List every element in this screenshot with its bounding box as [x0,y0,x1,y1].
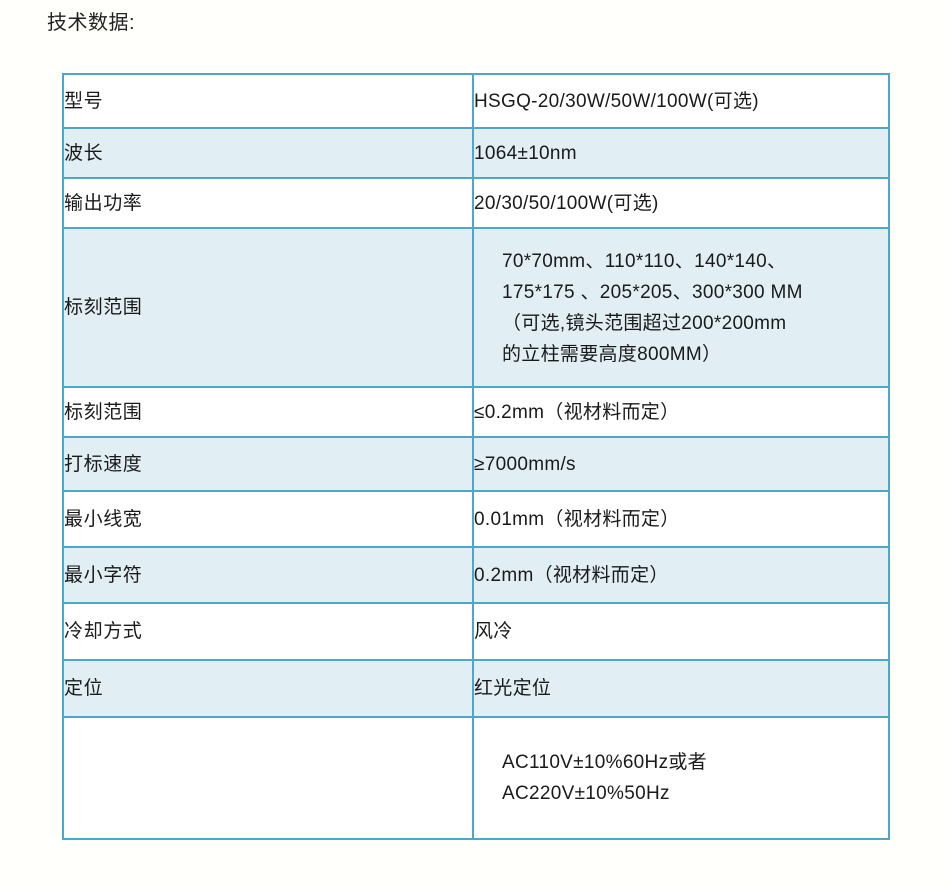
table-row: 标刻范围 ≤0.2mm（视材料而定） [62,386,890,438]
row-value-text: ≥7000mm/s [474,453,576,475]
page-title: 技术数据: [47,12,136,34]
row-label-cell: 最小线宽 [62,490,474,548]
table-row: 定位 红光定位 [62,659,890,718]
row-label-cell: 型号 [62,73,474,129]
row-label-cell: 定位 [62,659,474,718]
row-label-text: 波长 [64,142,104,164]
table-row: 波长 1064±10nm [62,127,890,179]
table-row: AC110V±10%60Hz或者 AC220V±10%50Hz [62,716,890,840]
row-label-text: 型号 [64,90,104,112]
row-label-text: 打标速度 [64,453,143,475]
table-row: 型号 HSGQ-20/30W/50W/100W(可选) [62,73,890,129]
row-value-text: 0.2mm（视材料而定） [474,564,669,586]
row-label-text: 输出功率 [64,192,143,214]
row-value-text: 红光定位 [474,678,552,699]
row-value-cell: 1064±10nm [472,127,890,179]
row-value-cell: 70*70mm、110*110、140*140、 175*175 、205*20… [472,227,890,388]
row-value-text: 20/30/50/100W(可选) [474,192,659,214]
table-row: 最小字符 0.2mm（视材料而定） [62,546,890,604]
table-row: 标刻范围 70*70mm、110*110、140*140、 175*175 、20… [62,227,890,388]
table-row: 最小线宽 0.01mm（视材料而定） [62,490,890,548]
row-value-cell: 风冷 [472,602,890,661]
table-row: 打标速度 ≥7000mm/s [62,436,890,492]
row-value-cell: 红光定位 [472,659,890,718]
row-label-cell: 波长 [62,127,474,179]
row-value-text: HSGQ-20/30W/50W/100W(可选) [474,90,759,112]
row-value-cell: ≤0.2mm（视材料而定） [472,386,890,438]
row-label-text: 标刻范围 [64,297,143,318]
technical-data-table: 型号 HSGQ-20/30W/50W/100W(可选) 波长 1064±10nm 输出功… [62,73,890,840]
row-value-cell: 0.01mm（视材料而定） [472,490,890,548]
row-value-text: 0.01mm（视材料而定） [474,508,680,530]
row-label-cell [62,716,474,840]
row-label-text: 标刻范围 [64,401,143,423]
row-label-text: 冷却方式 [64,621,143,642]
row-value-text: 1064±10nm [474,142,577,164]
spec-table-body: 型号 HSGQ-20/30W/50W/100W(可选) 波长 1064±10nm 输出功… [62,73,890,840]
row-label-text: 定位 [64,678,104,699]
row-value-cell: HSGQ-20/30W/50W/100W(可选) [472,73,890,129]
row-label-cell: 标刻范围 [62,386,474,438]
row-value-cell: 0.2mm（视材料而定） [472,546,890,604]
row-label-cell: 打标速度 [62,436,474,492]
row-label-cell: 最小字符 [62,546,474,604]
row-label-cell: 冷却方式 [62,602,474,661]
row-value-cell: AC110V±10%60Hz或者 AC220V±10%50Hz [472,716,890,840]
row-value-text: AC110V±10%60Hz或者 AC220V±10%50Hz [502,752,707,804]
row-value-text: 风冷 [474,621,513,642]
row-value-cell: 20/30/50/100W(可选) [472,177,890,229]
row-label-cell: 标刻范围 [62,227,474,388]
row-value-text: 70*70mm、110*110、140*140、 175*175 、205*20… [502,250,803,365]
row-label-cell: 输出功率 [62,177,474,229]
row-value-cell: ≥7000mm/s [472,436,890,492]
row-label-text: 最小字符 [64,564,143,586]
table-row: 冷却方式 风冷 [62,602,890,661]
row-value-text: ≤0.2mm（视材料而定） [474,401,680,423]
row-label-text: 最小线宽 [64,508,143,530]
spec-table-container: 型号 HSGQ-20/30W/50W/100W(可选) 波长 1064±10nm 输出功… [62,73,890,840]
table-row: 输出功率 20/30/50/100W(可选) [62,177,890,229]
